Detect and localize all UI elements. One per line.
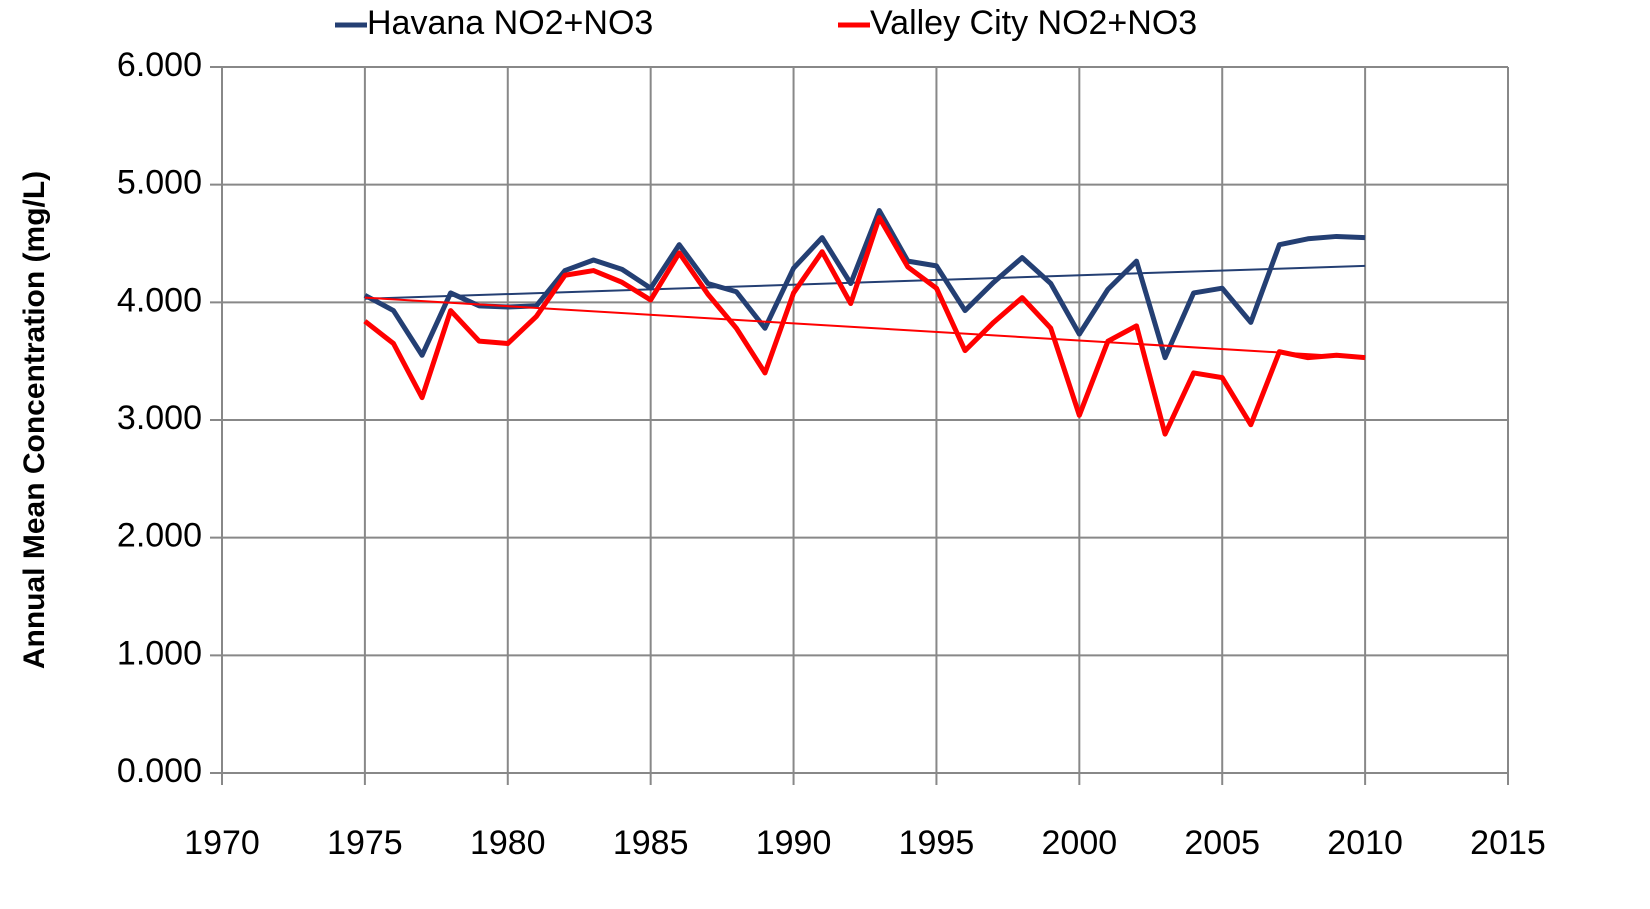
x-tick-label: 1970 xyxy=(184,824,260,862)
trendline xyxy=(364,264,1366,300)
x-tick-label: 2015 xyxy=(1470,824,1546,862)
y-axis-label: Annual Mean Concentration (mg/L) xyxy=(18,171,51,669)
trendline xyxy=(364,296,1366,359)
y-tick-label: 3.000 xyxy=(117,399,202,437)
x-tick-label: 1985 xyxy=(613,824,689,862)
y-tick-label: 1.000 xyxy=(117,634,202,672)
y-tick-label: 4.000 xyxy=(117,281,202,319)
y-tick-label: 5.000 xyxy=(117,164,202,202)
y-tick-label: 6.000 xyxy=(117,46,202,84)
x-tick-label: 2000 xyxy=(1042,824,1118,862)
x-tick-label: 1990 xyxy=(756,824,832,862)
x-tick-label: 2010 xyxy=(1327,824,1403,862)
x-tick-label: 2005 xyxy=(1184,824,1260,862)
x-tick-label: 1975 xyxy=(327,824,403,862)
legend-label: Valley City NO2+NO3 xyxy=(870,4,1197,42)
y-tick-label: 0.000 xyxy=(117,752,202,790)
legend-label: Havana NO2+NO3 xyxy=(367,4,653,42)
series-line xyxy=(363,208,1366,361)
x-tick-label: 1980 xyxy=(470,824,546,862)
series-line xyxy=(363,215,1366,437)
x-tick-label: 1995 xyxy=(899,824,975,862)
y-tick-label: 2.000 xyxy=(117,517,202,555)
